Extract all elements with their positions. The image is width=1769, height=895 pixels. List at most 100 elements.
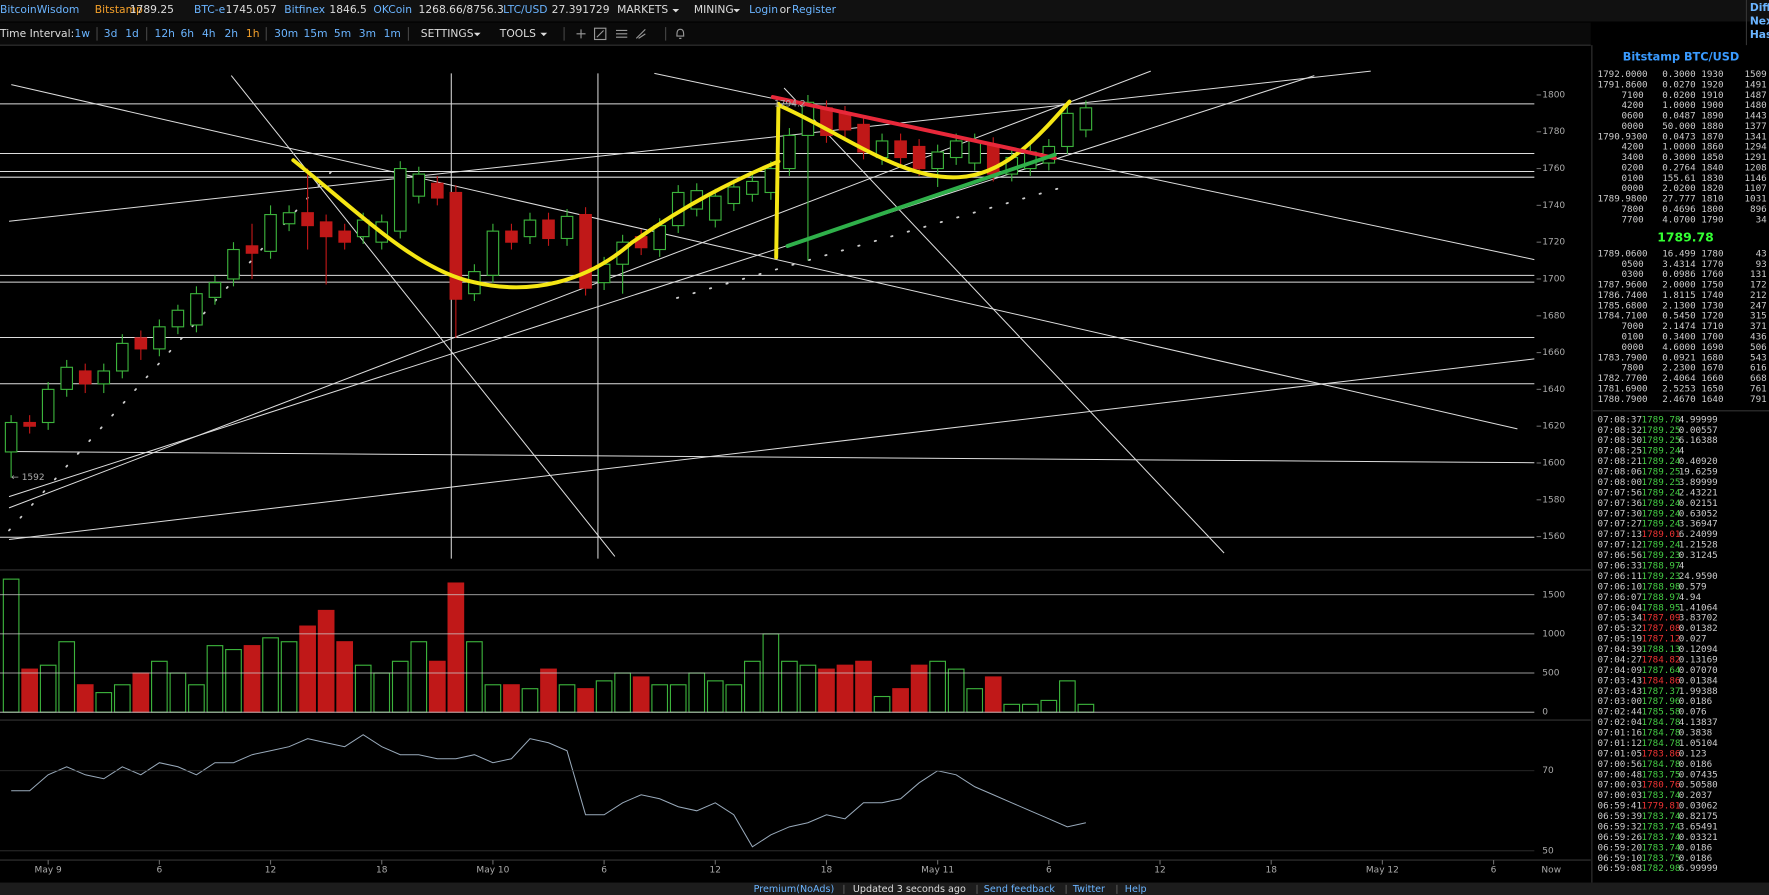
book-sum: 212	[1750, 290, 1767, 301]
volume-bar	[836, 664, 854, 713]
book-sum-price: 1750	[1701, 280, 1723, 291]
book-price: 1782.7700	[1598, 373, 1648, 384]
interval-button[interactable]: 1w	[74, 27, 90, 40]
book-amount: 0.3000	[1662, 152, 1695, 163]
trade-amount: 0.123	[1679, 748, 1707, 759]
y-tick-label: 1700	[1542, 274, 1565, 284]
side-tab[interactable]: Diff	[1750, 1, 1769, 14]
trade-time: 06:59:20	[1598, 842, 1643, 853]
book-sum-price: 1650	[1701, 383, 1723, 394]
trade-price: 1787.12	[1642, 634, 1681, 645]
book-sum: 761	[1750, 383, 1767, 394]
interval-button[interactable]: 3d	[104, 27, 118, 40]
volume-bar	[873, 695, 891, 713]
interval-button[interactable]: 1d	[125, 27, 139, 40]
candle-body	[227, 248, 240, 280]
footer-link[interactable]: Help	[1125, 884, 1147, 895]
tools-menu[interactable]: TOOLS	[499, 27, 536, 40]
book-price: 0600	[1621, 111, 1643, 122]
volume-bar	[95, 692, 113, 713]
book-sum: 34	[1756, 214, 1768, 225]
trade-amount: 4	[1679, 446, 1685, 457]
toolbar	[0, 22, 1591, 46]
interval-button[interactable]: 1h	[246, 27, 260, 40]
interval-button[interactable]: 15m	[303, 27, 327, 40]
book-amount: 2.0000	[1662, 280, 1695, 291]
footer-bar	[0, 882, 1769, 895]
book-sum-price: 1690	[1701, 342, 1723, 353]
interval-label: Time Interval:	[0, 27, 74, 40]
candle-body	[190, 293, 203, 326]
settings-menu[interactable]: SETTINGS	[421, 27, 474, 40]
interval-button[interactable]: 3m	[359, 27, 376, 40]
register-link[interactable]: Register	[792, 3, 837, 16]
book-sum-price: 1930	[1701, 69, 1723, 80]
book-amount: 0.0487	[1662, 111, 1695, 122]
trade-amount: 0.579	[1679, 581, 1707, 592]
candle-body	[60, 366, 74, 390]
candle-body	[857, 123, 870, 153]
trade-price: 1784.86	[1642, 675, 1681, 686]
volume-bar	[818, 668, 835, 713]
trade-time: 07:03:43	[1598, 675, 1643, 686]
trade-price: 1783.74	[1642, 832, 1681, 843]
side-tab[interactable]: Has	[1750, 28, 1769, 41]
side-tab[interactable]: Nex	[1750, 14, 1769, 27]
interval-button[interactable]: 2h	[225, 27, 239, 40]
trade-time: 07:04:39	[1598, 644, 1643, 655]
book-sum-price: 1710	[1701, 321, 1723, 332]
volume-bar	[910, 664, 928, 713]
ticker-name[interactable]: LTC/USD	[503, 3, 547, 16]
footer-link[interactable]: Premium(NoAds)	[754, 884, 835, 895]
interval-button[interactable]: 5m	[334, 27, 351, 40]
volume-bar	[929, 660, 946, 713]
ticker-name[interactable]: BTC-e	[194, 3, 226, 16]
trade-price: 1788.95	[1642, 602, 1681, 613]
interval-button[interactable]: 12h	[155, 27, 175, 40]
candle-body	[431, 182, 444, 199]
ticker-name[interactable]: Bitstamp	[95, 3, 143, 16]
y-tick-label: 1600	[1542, 458, 1565, 468]
high-label: 1794.2	[774, 99, 806, 109]
footer-link[interactable]: Twitter	[1072, 884, 1105, 895]
trade-price: 1789.24	[1642, 487, 1681, 498]
volume-bar	[76, 684, 94, 713]
interval-button[interactable]: 1m	[384, 27, 401, 40]
trade-amount: 0.0186	[1679, 842, 1712, 853]
candle-body	[727, 186, 741, 205]
menu[interactable]: MARKETS	[617, 3, 668, 16]
candle-body	[653, 225, 666, 251]
book-amount: 0.4696	[1662, 204, 1695, 215]
tool-icons[interactable]	[576, 27, 685, 41]
trade-amount: 0.076	[1679, 707, 1707, 718]
book-price: 0000	[1621, 183, 1643, 194]
trade-price: 1789.23	[1642, 571, 1681, 582]
interval-button[interactable]: 4h	[202, 27, 216, 40]
book-sum: 1107	[1744, 183, 1766, 194]
volume-bar	[243, 645, 261, 713]
trade-price: 1789.24	[1642, 498, 1681, 509]
candle-body	[523, 219, 537, 238]
ticker-name[interactable]: Bitfinex	[284, 3, 325, 16]
volume-bar	[225, 649, 242, 713]
trade-time: 07:00:03	[1598, 780, 1643, 791]
menu[interactable]: MINING	[694, 3, 734, 16]
login-link[interactable]: Login	[749, 3, 778, 16]
interval-button[interactable]: 30m	[274, 27, 298, 40]
volume-bar	[466, 641, 483, 713]
book-sum-price: 1640	[1701, 394, 1723, 405]
trade-time: 07:01:16	[1598, 728, 1643, 739]
interval-button[interactable]: 6h	[181, 27, 195, 40]
trade-price: 1789.25	[1642, 425, 1681, 436]
book-amount: 1.0000	[1662, 100, 1695, 111]
volume-bar	[966, 688, 984, 713]
ticker-name[interactable]: OKCoin	[373, 3, 412, 16]
trade-amount: 0.03062	[1679, 801, 1718, 812]
footer-link[interactable]: Send feedback	[984, 884, 1056, 895]
logo[interactable]: BitcoinWisdom	[0, 3, 79, 16]
candle-body	[115, 342, 129, 372]
book-price: 1789.0600	[1598, 248, 1648, 259]
volume-bar	[2, 578, 20, 713]
ticker-price: 1846.5	[329, 3, 366, 16]
trade-amount: 0.13169	[1679, 654, 1718, 665]
